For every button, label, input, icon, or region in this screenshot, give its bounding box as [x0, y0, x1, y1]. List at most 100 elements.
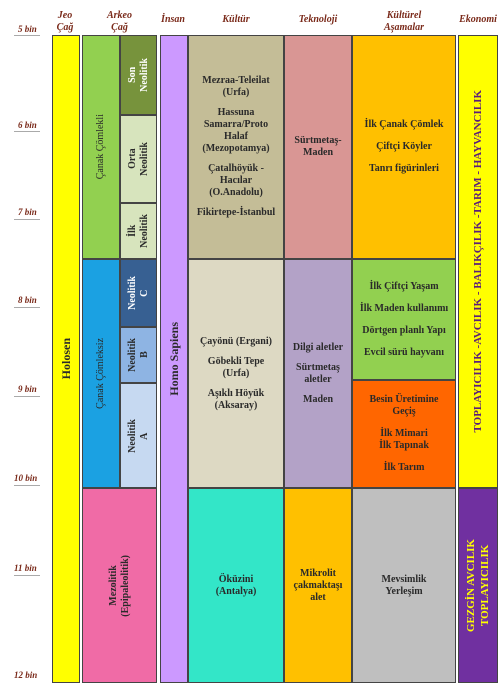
kulturel-upper-line: Çiftçi Köyler [376, 141, 432, 152]
kultur-upper-line: Samarra/Proto [203, 119, 269, 130]
teknoloji-upper-line: Maden [303, 147, 333, 158]
ilk-neolitik-line1: İlk [126, 224, 138, 238]
mezolitik: Mezolitik (Epipaleolitik) [82, 488, 157, 683]
kulturel-upper: İlk Çanak Çömlek Çiftçi Köyler Tanrı fig… [352, 35, 456, 259]
header-arkeo-line2: Çağ [111, 22, 128, 33]
neolitik-a-line1: Neolitik [126, 418, 138, 453]
kultur-upper-line: Halaf [224, 131, 248, 142]
tick-7-bin: 7 bin [18, 207, 37, 217]
ekonomi-lower-label: GEZGİN AVCILIK TOPLAYICILIK [464, 539, 492, 632]
teknoloji-lower-line: çakmaktaşı [293, 579, 343, 591]
tick-8-bin: 8 bin [18, 295, 37, 305]
tick-line [14, 35, 40, 36]
header-jeo-cag: Jeo Çağ [52, 10, 78, 34]
tick-line [14, 219, 40, 220]
kultur-upper-line: (Mezopotamya) [202, 143, 270, 154]
homo-sapiens-label: Homo Sapiens [167, 322, 181, 396]
orta-neolitik-line1: Orta [126, 148, 138, 170]
ilk-neolitik-line2: Neolitik [138, 214, 150, 248]
orta-neolitik: Orta Neolitik [120, 115, 157, 203]
header-jeo-line1: Jeo [57, 10, 73, 21]
teknoloji-middle-line: aletler [304, 373, 332, 385]
neolitik-c-label: Neolitik C [127, 276, 151, 310]
mezolitik-line1: Mezolitik [107, 565, 119, 606]
jeo-holosen: Holosen [52, 35, 80, 683]
kulturel-green-line: İlk Maden kullanımı [359, 302, 449, 314]
ilk-neolitik-label: İlk Neolitik [127, 214, 151, 248]
teknoloji-upper: Sürtmetaş- Maden [284, 35, 352, 259]
neolitik-c-line2: C [138, 289, 150, 297]
neolitik-a-line2: A [138, 431, 150, 440]
tick-10-bin: 10 bin [14, 473, 38, 483]
neolitik-c: Neolitik C [120, 259, 157, 327]
kulturel-orange-line: İlk Tarım [383, 462, 425, 473]
kulturel-green: İlk Çiftçi Yaşam İlk Maden kullanımı Dör… [352, 259, 456, 380]
kulturel-upper-line: Tanrı figürinleri [369, 163, 439, 174]
teknoloji-middle-line: Sürtmetaş [296, 361, 340, 373]
header-kultur-line1: Kültür [222, 14, 250, 25]
tick-line [14, 396, 40, 397]
kultur-middle-line: (Aksaray) [214, 399, 258, 411]
neolitik-b-label: Neolitik B [127, 338, 151, 372]
header-ekonomi: Ekonomi [456, 14, 500, 26]
ekonomi-lower-line1: GEZGİN AVCILIK [465, 538, 477, 633]
header-arkeo-line1: Arkeo [107, 10, 132, 21]
kultur-upper-line: Hassuna [217, 107, 255, 118]
ilk-neolitik: İlk Neolitik [120, 203, 157, 259]
kultur-upper-line: Fikirtepe-İstanbul [196, 207, 276, 218]
mezolitik-line2: (Epipaleolitik) [119, 554, 131, 617]
kulturel-upper-line: İlk Çanak Çömlek [364, 119, 444, 130]
kultur-upper: Mezraa-Teleilat (Urfa) Hassuna Samarra/P… [188, 35, 284, 259]
kultur-middle-line: Göbekli Tepe [207, 355, 265, 367]
kultur-upper-line: (O.Anadolu) [209, 187, 263, 198]
orta-neolitik-line2: Neolitik [138, 142, 150, 176]
header-kultur: Kültür [188, 14, 284, 26]
canak-comlekli-label: Çanak Çömlekli [95, 114, 106, 180]
kulturel-lower-line: Yerleşim [385, 585, 423, 597]
neolitik-a-label: Neolitik A [127, 419, 151, 453]
kultur-middle-line: Aşıklı Höyük [207, 387, 265, 399]
header-kulturel-asamalar: Kültürel Aşamalar [352, 10, 456, 34]
orta-neolitik-label: Orta Neolitik [127, 142, 151, 176]
header-ekonomi-line1: Ekonomi [459, 14, 497, 25]
header-insan-line1: İnsan [161, 14, 185, 25]
kultur-upper-line: Mezraa-Teleilat [202, 75, 270, 86]
kultur-middle-line: (Urfa) [222, 367, 250, 379]
header-teknoloji: Teknoloji [284, 14, 352, 26]
tick-line [14, 575, 40, 576]
teknoloji-middle-line: Dilgi aletler [292, 341, 344, 353]
kultur-lower-line: Öküzini [218, 573, 254, 585]
tick-line [14, 485, 40, 486]
tick-line [14, 307, 40, 308]
teknoloji-lower-line: alet [310, 591, 326, 603]
neolitik-c-line1: Neolitik [126, 276, 138, 310]
kulturel-green-line: Dörtgen planlı Yapı [362, 324, 446, 336]
kulturel-lower: Mevsimlik Yerleşim [352, 488, 456, 683]
ekonomi-upper: TOPLAYICILIK -AVCILIK - BALIKÇILIK -TARI… [458, 35, 498, 488]
teknoloji-lower: Mikrolit çakmaktaşı alet [284, 488, 352, 683]
kulturel-green-line: Evcil sürü hayvanı [363, 346, 445, 358]
kulturel-orange-line: Besin Üretimine [369, 394, 439, 405]
homo-sapiens: Homo Sapiens [160, 35, 188, 683]
kultur-middle-line: Çayönü (Ergani) [200, 335, 272, 347]
son-neolitik: Son Neolitik [120, 35, 157, 115]
header-kulturel-line1: Kültürel [386, 10, 422, 21]
tick-11-bin: 11 bin [14, 563, 37, 573]
neolitik-b: Neolitik B [120, 327, 157, 383]
kultur-lower-line: (Antalya) [215, 585, 257, 597]
header-insan: İnsan [157, 14, 189, 26]
kultur-middle: Çayönü (Ergani) Göbekli Tepe (Urfa) Aşık… [188, 259, 284, 488]
kulturel-green-line: İlk Çiftçi Yaşam [369, 280, 439, 292]
kulturel-lower-line: Mevsimlik [381, 573, 427, 585]
ekonomi-lower-line2: TOPLAYICILIK [479, 544, 491, 627]
header-teknoloji-line1: Teknoloji [298, 14, 338, 25]
kultur-lower: Öküzini (Antalya) [188, 488, 284, 683]
neolitik-a: Neolitik A [120, 383, 157, 488]
ekonomi-upper-label: TOPLAYICILIK -AVCILIK - BALIKÇILIK -TARI… [472, 90, 484, 433]
teknoloji-upper-line: Sürtmetaş- [294, 135, 342, 146]
header-jeo-line2: Çağ [56, 22, 74, 33]
tick-12-bin: 12 bin [14, 670, 38, 680]
tick-5-bin: 5 bin [18, 24, 37, 34]
teknoloji-middle-line: Maden [303, 393, 333, 405]
kultur-upper-line: Çatalhöyük - [208, 163, 264, 174]
